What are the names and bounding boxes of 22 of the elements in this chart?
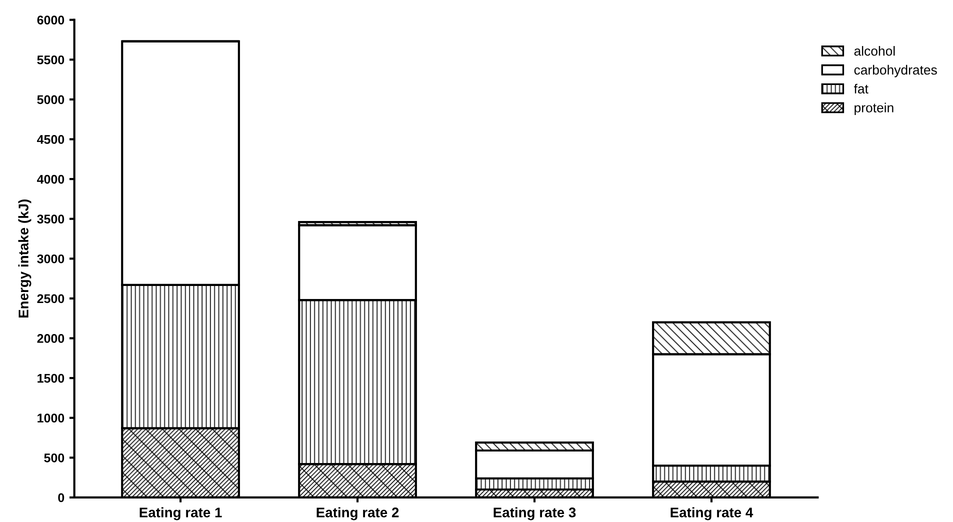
y-tick-label: 1500 (38, 374, 64, 383)
y-tick-label: 5000 (37, 95, 64, 104)
x-tick-label: Eating rate 2 (316, 507, 399, 520)
legend-label: protein (854, 102, 894, 116)
y-tick-label: 5500 (37, 55, 64, 64)
y-tick-label: 3000 (37, 254, 64, 264)
legend-label: alcohol (854, 46, 895, 56)
y-tick-label: 6000 (37, 16, 64, 24)
y-axis-title: Energy intake (kJ) (18, 200, 32, 318)
x-tick-label: Eating rate 4 (670, 507, 754, 520)
legend-label: fat (854, 84, 868, 94)
y-tick-label: 1000 (38, 414, 64, 423)
y-tick-label: 3500 (37, 214, 64, 224)
y-tick-label: 2000 (37, 334, 64, 343)
legend-label: carbohydrates (854, 64, 937, 78)
x-tick-label: Eating rate 1 (140, 507, 222, 520)
y-tick-label: 4000 (36, 174, 64, 184)
y-tick-label: 4500 (36, 135, 64, 144)
x-tick-label: Eating rate 3 (494, 507, 576, 520)
y-tick-label: 2500 (37, 294, 64, 304)
y-tick-label: 500 (44, 453, 64, 462)
y-tick-label: 0 (58, 493, 64, 502)
